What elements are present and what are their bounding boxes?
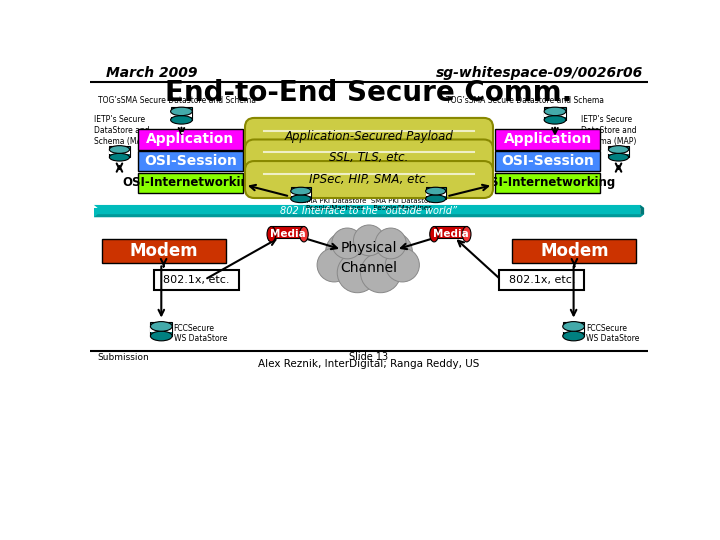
FancyBboxPatch shape	[245, 118, 493, 155]
Circle shape	[361, 253, 401, 293]
Ellipse shape	[291, 187, 311, 195]
Text: FCCSecure
WS DataStore: FCCSecure WS DataStore	[174, 324, 227, 343]
Text: SMA PKI Datastore  SMA PKI Datastore
People/Machines    People/Machines: SMA PKI Datastore SMA PKI Datastore Peop…	[302, 198, 436, 212]
Ellipse shape	[544, 107, 566, 116]
FancyBboxPatch shape	[171, 107, 192, 120]
Text: IETP’s Secure
DataStore and
Schema (MAP): IETP’s Secure DataStore and Schema (MAP)	[94, 114, 150, 146]
Text: sg-whitespace-09/0026r06: sg-whitespace-09/0026r06	[436, 66, 643, 80]
Ellipse shape	[300, 226, 308, 242]
FancyBboxPatch shape	[109, 146, 130, 157]
FancyBboxPatch shape	[426, 187, 446, 199]
Text: March 2009: March 2009	[107, 66, 198, 80]
Text: Media: Media	[270, 229, 305, 239]
FancyBboxPatch shape	[426, 190, 446, 196]
FancyBboxPatch shape	[291, 190, 311, 196]
Bar	[271, 226, 304, 238]
Polygon shape	[94, 214, 644, 217]
Ellipse shape	[563, 331, 585, 341]
Bar	[138, 173, 243, 193]
Bar	[138, 130, 243, 150]
Text: SSL, TLS, etc.: SSL, TLS, etc.	[329, 151, 409, 165]
FancyBboxPatch shape	[291, 187, 311, 199]
Text: OSI-Session: OSI-Session	[501, 154, 594, 168]
Bar	[495, 151, 600, 171]
Text: End-to-End Secure Comm.: End-to-End Secure Comm.	[166, 78, 572, 106]
Bar	[495, 173, 600, 193]
Text: 802 Interface to the “outside world”: 802 Interface to the “outside world”	[281, 206, 457, 216]
Text: Application: Application	[503, 132, 592, 146]
FancyBboxPatch shape	[245, 139, 493, 177]
Ellipse shape	[608, 146, 629, 153]
Text: Physical
Channel: Physical Channel	[341, 241, 397, 275]
Circle shape	[325, 232, 366, 272]
Text: OSI-Internetworking: OSI-Internetworking	[122, 177, 258, 190]
Text: IPSec, HIP, SMA, etc.: IPSec, HIP, SMA, etc.	[309, 173, 429, 186]
FancyBboxPatch shape	[608, 148, 629, 154]
Text: OSI-Internetworking: OSI-Internetworking	[480, 177, 616, 190]
Polygon shape	[94, 208, 640, 217]
Bar	[499, 269, 585, 289]
Circle shape	[354, 225, 384, 256]
FancyBboxPatch shape	[150, 322, 172, 336]
Bar	[434, 226, 467, 238]
Bar	[138, 151, 243, 171]
Text: Application: Application	[146, 132, 235, 146]
Ellipse shape	[267, 226, 276, 242]
Text: IETP’s Secure
DataStore and
Schema (MAP): IETP’s Secure DataStore and Schema (MAP)	[581, 114, 637, 146]
Text: TOG’sSMA Secure Datastore and Schema: TOG’sSMA Secure Datastore and Schema	[446, 97, 605, 105]
Bar	[495, 130, 600, 150]
Text: FCCSecure
WS DataStore: FCCSecure WS DataStore	[586, 324, 639, 343]
Text: 802.1x, etc.: 802.1x, etc.	[163, 275, 230, 285]
Text: Submission: Submission	[98, 353, 150, 362]
Ellipse shape	[150, 331, 172, 341]
FancyBboxPatch shape	[563, 322, 585, 336]
Ellipse shape	[291, 195, 311, 202]
Text: Application-Secured Payload: Application-Secured Payload	[284, 130, 454, 143]
Ellipse shape	[426, 187, 446, 195]
Text: Media: Media	[433, 229, 468, 239]
Text: 802.1x, etc.: 802.1x, etc.	[508, 275, 575, 285]
FancyBboxPatch shape	[544, 107, 566, 120]
Polygon shape	[640, 205, 644, 217]
Ellipse shape	[563, 322, 585, 331]
Ellipse shape	[109, 153, 130, 161]
FancyBboxPatch shape	[171, 110, 192, 117]
Text: TOG’sSMA Secure Datastore and Schema: TOG’sSMA Secure Datastore and Schema	[98, 97, 256, 105]
Bar	[102, 239, 225, 264]
Bar	[513, 239, 636, 264]
Ellipse shape	[171, 116, 192, 124]
Text: OSI-Session: OSI-Session	[144, 154, 237, 168]
Polygon shape	[94, 205, 644, 208]
Bar	[153, 269, 239, 289]
Circle shape	[372, 232, 413, 272]
Ellipse shape	[608, 153, 629, 161]
FancyBboxPatch shape	[608, 146, 629, 157]
Ellipse shape	[109, 146, 130, 153]
Text: Modem: Modem	[130, 242, 198, 260]
Ellipse shape	[462, 226, 471, 242]
Ellipse shape	[430, 226, 438, 242]
FancyBboxPatch shape	[150, 325, 172, 333]
Circle shape	[344, 231, 394, 280]
FancyBboxPatch shape	[563, 325, 585, 333]
Circle shape	[385, 248, 419, 282]
Ellipse shape	[171, 107, 192, 116]
Ellipse shape	[426, 195, 446, 202]
FancyBboxPatch shape	[109, 148, 130, 154]
Text: Alex Reznik, InterDigital; Ranga Reddy, US: Alex Reznik, InterDigital; Ranga Reddy, …	[258, 359, 480, 369]
Circle shape	[317, 248, 351, 282]
Circle shape	[337, 253, 377, 293]
Ellipse shape	[544, 116, 566, 124]
Circle shape	[332, 228, 363, 259]
Text: Slide 13: Slide 13	[349, 353, 389, 362]
FancyBboxPatch shape	[544, 110, 566, 117]
Ellipse shape	[150, 322, 172, 331]
Circle shape	[375, 228, 406, 259]
FancyBboxPatch shape	[245, 161, 493, 198]
Text: Modem: Modem	[540, 242, 608, 260]
